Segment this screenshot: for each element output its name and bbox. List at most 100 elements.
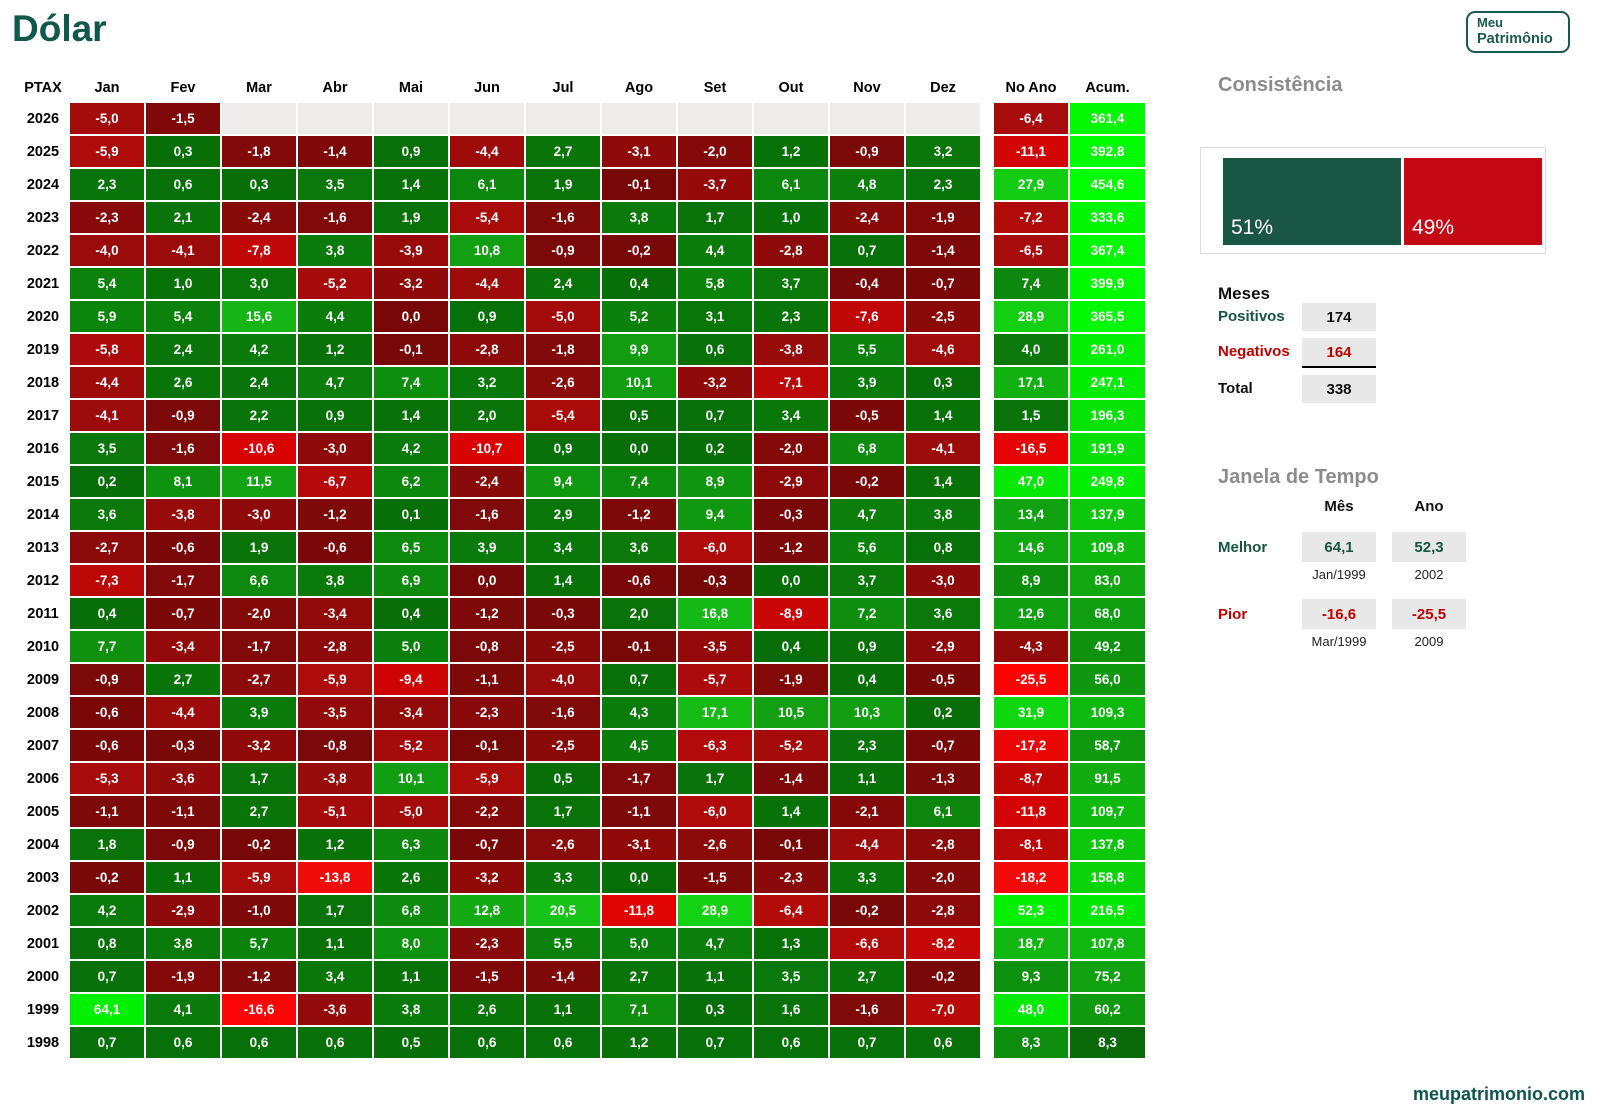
month-cell: 4,1 <box>146 994 220 1025</box>
month-cell: -2,5 <box>906 301 980 332</box>
month-cell: -4,4 <box>450 136 524 167</box>
month-cell: -4,4 <box>450 268 524 299</box>
row-year-label: 2001 <box>26 935 60 952</box>
month-cell: -0,6 <box>146 532 220 563</box>
month-cell: 12,8 <box>450 895 524 926</box>
month-cell: 0,9 <box>298 400 372 431</box>
no-ano-cell: 47,0 <box>994 466 1068 497</box>
column-gap <box>982 961 992 992</box>
month-cell: 3,8 <box>602 202 676 233</box>
month-cell: -1,9 <box>754 664 828 695</box>
month-cell: -0,3 <box>526 598 600 629</box>
row-year-label: 2015 <box>26 473 60 490</box>
month-cell: 3,8 <box>298 565 372 596</box>
negative-months-count: 164 <box>1326 343 1352 361</box>
month-cell: 6,5 <box>374 532 448 563</box>
acum-cell: 109,7 <box>1070 796 1145 827</box>
month-cell: 3,4 <box>754 400 828 431</box>
total-months-count: 338 <box>1326 380 1352 398</box>
month-cell: 0,7 <box>830 1027 904 1058</box>
month-cell: 0,7 <box>70 961 144 992</box>
month-cell: -3,4 <box>146 631 220 662</box>
month-cell: 3,6 <box>906 598 980 629</box>
worst-label: Pior <box>1218 606 1248 623</box>
month-cell: 1,7 <box>298 895 372 926</box>
worst-month-number: -16,6 <box>1321 605 1357 623</box>
no-ano-cell: -6,5 <box>994 235 1068 266</box>
month-cell: 2,6 <box>374 862 448 893</box>
month-cell: 0,4 <box>830 664 904 695</box>
month-cell: -2,1 <box>830 796 904 827</box>
month-cell: 5,2 <box>602 301 676 332</box>
month-cell: 10,1 <box>374 763 448 794</box>
month-cell: 17,1 <box>678 697 752 728</box>
acum-cell: 49,2 <box>1070 631 1145 662</box>
row-year-label: 2026 <box>26 110 60 127</box>
column-gap <box>982 1027 992 1058</box>
month-cell: -1,1 <box>70 796 144 827</box>
month-cell-empty <box>754 103 828 134</box>
month-cell: -4,0 <box>526 664 600 695</box>
row-year-label: 2009 <box>26 671 60 688</box>
month-cell: 1,4 <box>906 466 980 497</box>
month-cell: -0,3 <box>754 499 828 530</box>
month-cell: 1,1 <box>146 862 220 893</box>
month-cell: -16,6 <box>222 994 296 1025</box>
month-cell: -0,9 <box>146 829 220 860</box>
month-cell: 5,0 <box>374 631 448 662</box>
month-cell: 2,9 <box>526 499 600 530</box>
month-cell: 3,0 <box>222 268 296 299</box>
month-cell: 0,4 <box>754 631 828 662</box>
row-year-label: 2004 <box>26 836 60 853</box>
column-gap <box>982 499 992 530</box>
month-cell: 1,7 <box>526 796 600 827</box>
month-cell: -3,0 <box>222 499 296 530</box>
month-cell: -0,7 <box>146 598 220 629</box>
month-cell: 6,1 <box>906 796 980 827</box>
month-cell: 28,9 <box>678 895 752 926</box>
month-cell: 4,2 <box>374 433 448 464</box>
month-cell: -1,1 <box>146 796 220 827</box>
month-cell: 1,2 <box>754 136 828 167</box>
month-cell: -5,0 <box>526 301 600 332</box>
month-cell: 2,4 <box>222 367 296 398</box>
month-cell: -6,4 <box>754 895 828 926</box>
month-cell: 0,4 <box>374 598 448 629</box>
month-cell: -1,6 <box>526 697 600 728</box>
acum-cell: 137,9 <box>1070 499 1145 530</box>
column-gap <box>982 829 992 860</box>
month-cell: 0,2 <box>678 433 752 464</box>
month-cell: 0,0 <box>754 565 828 596</box>
month-cell: -0,2 <box>222 829 296 860</box>
column-gap <box>982 268 992 299</box>
month-cell: -6,0 <box>678 796 752 827</box>
month-cell: 3,4 <box>526 532 600 563</box>
row-year-label: 2012 <box>26 572 60 589</box>
month-cell: 0,6 <box>450 1027 524 1058</box>
no-ano-cell: 8,9 <box>994 565 1068 596</box>
month-cell: 9,4 <box>526 466 600 497</box>
month-cell: 5,9 <box>70 301 144 332</box>
month-cell: 2,4 <box>526 268 600 299</box>
month-cell: -2,0 <box>754 433 828 464</box>
month-cell: -1,1 <box>450 664 524 695</box>
month-cell: -1,9 <box>906 202 980 233</box>
month-cell: -3,6 <box>146 763 220 794</box>
row-year-label: 2019 <box>26 341 60 358</box>
no-ano-cell: -8,7 <box>994 763 1068 794</box>
column-header-month: Mês <box>1324 498 1354 515</box>
month-cell: 0,9 <box>450 301 524 332</box>
acum-cell: 60,2 <box>1070 994 1145 1025</box>
brand-logo[interactable]: Meu Patrimônio <box>1466 11 1570 53</box>
month-cell: -4,0 <box>70 235 144 266</box>
month-cell: 0,0 <box>450 565 524 596</box>
month-cell: 1,4 <box>906 400 980 431</box>
month-cell: -8,9 <box>754 598 828 629</box>
row-year-label: 2006 <box>26 770 60 787</box>
month-cell: 4,7 <box>678 928 752 959</box>
month-cell: -1,6 <box>298 202 372 233</box>
month-cell: 0,2 <box>906 697 980 728</box>
no-ano-cell: 48,0 <box>994 994 1068 1025</box>
month-cell: 1,6 <box>754 994 828 1025</box>
site-link[interactable]: meupatrimonio.com <box>1412 1084 1585 1104</box>
